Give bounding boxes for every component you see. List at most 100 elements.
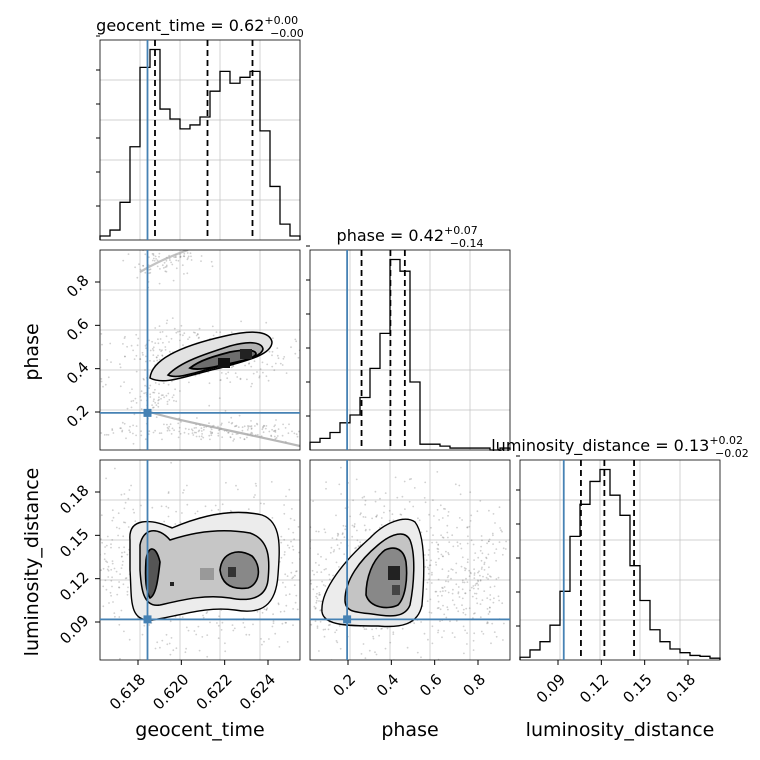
scatter-point (431, 573, 433, 576)
scatter-point (493, 585, 496, 588)
scatter-point (298, 430, 300, 433)
scatter-point (310, 380, 312, 382)
scatter-point (341, 533, 344, 536)
scatter-point (512, 568, 514, 570)
scatter-point (139, 358, 142, 360)
scatter-point (87, 518, 89, 520)
scatter-point (427, 572, 430, 575)
scatter-point (385, 429, 387, 431)
scatter-point (197, 337, 200, 339)
scatter-point (375, 515, 378, 518)
scatter-point (371, 628, 373, 631)
scatter-point (149, 393, 152, 396)
scatter-point (89, 555, 91, 557)
scatter-point (196, 510, 199, 513)
scatter-point (344, 525, 347, 528)
scatter-point (384, 647, 387, 650)
scatter-point (334, 627, 336, 629)
scatter-point (292, 576, 295, 579)
x-tick-label: 0.618 (106, 670, 149, 713)
scatter-point (171, 263, 174, 266)
scatter-point (368, 528, 371, 531)
scatter-point (277, 357, 280, 360)
scatter-point (273, 425, 276, 428)
scatter-point (234, 425, 237, 428)
scatter-point (363, 628, 366, 630)
scatter-point (120, 555, 123, 558)
scatter-point (179, 339, 181, 342)
scatter-point (247, 427, 250, 429)
scatter-point (250, 385, 253, 388)
lower-arm (149, 410, 300, 448)
scatter-point (200, 435, 203, 438)
x-tick-label: 0.4 (373, 670, 403, 700)
scatter-point (383, 505, 386, 508)
scatter-point (276, 354, 279, 357)
scatter-point (78, 519, 80, 521)
scatter-point (134, 266, 137, 269)
x-tick-label: 0.12 (576, 670, 612, 706)
scatter-point (461, 556, 464, 559)
scatter-point (435, 590, 438, 593)
scatter-point (236, 376, 239, 378)
scatter-point (281, 364, 284, 366)
scatter-point (90, 605, 92, 607)
scatter-point (111, 562, 114, 565)
scatter-point (137, 453, 139, 455)
scatter-point (376, 420, 378, 422)
scatter-point (120, 427, 122, 430)
scatter-point (143, 624, 146, 627)
scatter-point (282, 423, 284, 426)
scatter-point (293, 584, 296, 587)
scatter-point (101, 343, 103, 346)
scatter-point (162, 341, 164, 344)
scatter-point (120, 567, 123, 569)
scatter-point (127, 586, 129, 589)
scatter-point (96, 510, 98, 512)
scatter-point (144, 438, 147, 441)
scatter-point (134, 520, 137, 523)
scatter-point (312, 500, 314, 502)
scatter-point (167, 506, 170, 509)
scatter-point (468, 607, 471, 610)
scatter-point (6, 523, 8, 525)
scatter-point (202, 428, 205, 431)
y-tick-label: 0.09 (56, 611, 92, 647)
scatter-point (296, 608, 299, 611)
scatter-point (318, 650, 320, 652)
scatter-point (123, 493, 126, 495)
scatter-point (153, 398, 155, 401)
scatter-point (151, 340, 154, 343)
scatter-point (148, 387, 150, 389)
scatter-point (43, 555, 45, 557)
scatter-point (416, 651, 419, 654)
scatter-point (162, 267, 165, 269)
scatter-point (475, 592, 478, 595)
scatter-point (178, 430, 181, 433)
scatter-point (455, 571, 457, 574)
scatter-point (274, 424, 276, 426)
scatter-point (262, 425, 264, 428)
scatter-point (473, 592, 476, 595)
scatter-point (197, 333, 199, 336)
scatter-point (220, 629, 223, 631)
scatter-point (281, 434, 284, 437)
scatter-point (202, 436, 205, 439)
scatter-point (462, 611, 465, 614)
scatter-point (88, 517, 90, 519)
scatter-point (211, 431, 214, 434)
scatter-point (324, 585, 327, 587)
scatter-point (122, 259, 125, 262)
scatter-point (261, 428, 264, 431)
scatter-point (463, 581, 466, 584)
scatter-point (204, 505, 207, 508)
scatter-point (389, 641, 392, 644)
x-tick-label: 0.2 (329, 670, 359, 700)
scatter-point (504, 548, 507, 550)
scatter-point (118, 623, 121, 626)
scatter-point (89, 552, 91, 554)
scatter-point (410, 478, 412, 480)
scatter-point (324, 550, 326, 552)
scatter-point (339, 647, 342, 650)
scatter-point (285, 604, 288, 607)
